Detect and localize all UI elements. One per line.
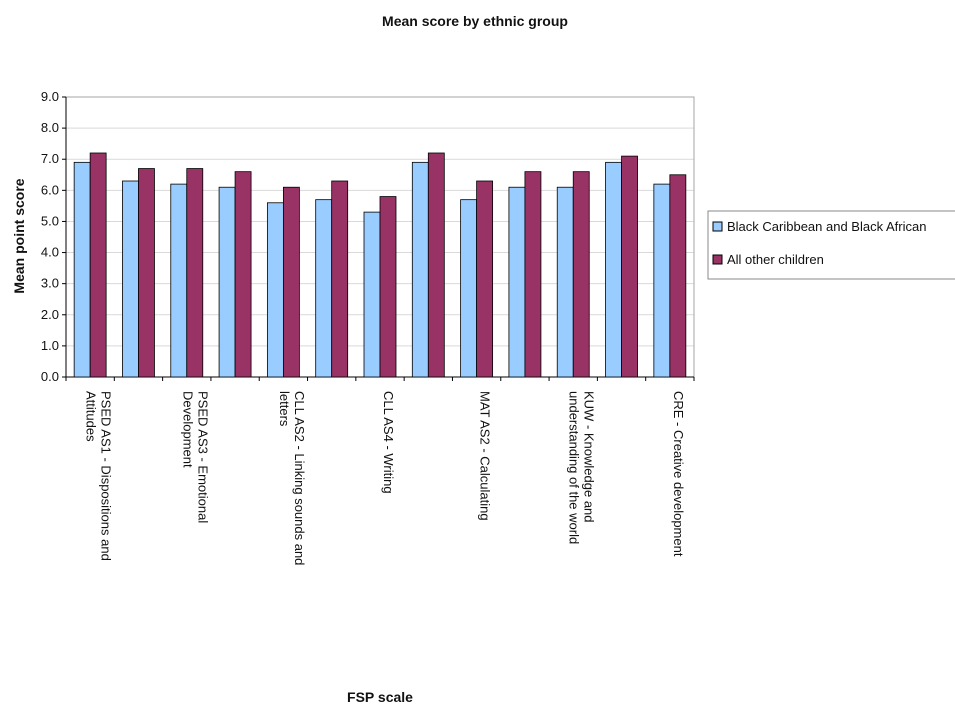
y-tick-label: 2.0 <box>41 307 59 322</box>
x-tick-label: PSED AS3 - Emotional <box>195 391 210 523</box>
legend-label-black-caribbean-and-black-african: Black Caribbean and Black African <box>727 219 926 234</box>
legend-swatch-all-other-children <box>712 254 723 265</box>
chart-title: Mean score by ethnic group <box>382 13 568 29</box>
bar-all-other-children <box>621 155 638 378</box>
bar-all-other-children <box>282 186 300 378</box>
bar-all-other-children <box>572 171 590 378</box>
x-tick-label: CLL AS4 - Writing <box>381 391 396 494</box>
x-tick-label: Development <box>180 391 195 468</box>
x-tick-label: understanding of the world <box>567 391 582 544</box>
bar-black-caribbean-and-black-african <box>363 211 381 378</box>
bar-black-caribbean-and-black-african <box>170 183 188 378</box>
bar-black-caribbean-and-black-african <box>653 183 671 378</box>
bar-black-caribbean-and-black-african <box>605 161 622 378</box>
bar-all-other-children <box>379 196 397 378</box>
bar-all-other-children <box>89 152 107 378</box>
x-tick-label: MAT AS2 - Calculating <box>478 391 493 521</box>
bar-all-other-children <box>234 171 252 378</box>
legend: Black Caribbean and Black African All ot… <box>707 210 955 280</box>
bar-black-caribbean-and-black-african <box>508 186 526 378</box>
legend-frame <box>707 210 955 280</box>
y-tick-label: 0.0 <box>41 369 59 384</box>
x-tick-label: CLL AS2 - Linking sounds and <box>292 391 307 565</box>
legend-swatch-black-caribbean-and-black-african <box>712 221 723 232</box>
bar-all-other-children <box>186 168 204 378</box>
bar-black-caribbean-and-black-african <box>411 161 429 378</box>
x-tick-label: KUW - Knowledge and <box>582 391 597 523</box>
x-tick-label: Attitudes <box>84 391 99 442</box>
bar-all-other-children <box>476 180 494 378</box>
y-tick-label: 4.0 <box>41 245 59 260</box>
y-tick-label: 1.0 <box>41 338 59 353</box>
bar-black-caribbean-and-black-african <box>73 161 91 378</box>
bar-black-caribbean-and-black-african <box>315 199 333 378</box>
bar-black-caribbean-and-black-african <box>556 186 574 378</box>
y-tick-label: 9.0 <box>41 89 59 104</box>
y-tick-label: 7.0 <box>41 151 59 166</box>
bar-all-other-children <box>427 152 445 378</box>
plot-area: 0.0 1.0 2.0 3.0 4.0 5.0 6.0 7.0 8.0 9.0 PSED AS1 -… <box>41 89 695 565</box>
bar-black-caribbean-and-black-african <box>266 202 284 378</box>
x-tick-label: CRE - Creative development <box>671 391 686 557</box>
y-tick-label: 8.0 <box>41 120 59 135</box>
y-tick-label: 5.0 <box>41 213 59 228</box>
legend-label-all-other-children: All other children <box>727 252 824 267</box>
y-axis-title: Mean point score <box>11 178 27 293</box>
bar-all-other-children <box>331 180 349 378</box>
bar-black-caribbean-and-black-african <box>460 199 478 378</box>
x-tick-label: PSED AS1 - Dispositions and <box>99 391 114 561</box>
x-tick-label: letters <box>277 391 292 427</box>
bar-all-other-children <box>138 168 155 378</box>
bar-all-other-children <box>669 174 687 378</box>
y-tick-label: 3.0 <box>41 276 59 291</box>
y-tick-label: 6.0 <box>41 182 59 197</box>
bar-black-caribbean-and-black-african <box>218 186 236 378</box>
x-axis-title: FSP scale <box>347 689 413 705</box>
bar-black-caribbean-and-black-african <box>122 180 139 378</box>
bar-all-other-children <box>524 171 542 378</box>
